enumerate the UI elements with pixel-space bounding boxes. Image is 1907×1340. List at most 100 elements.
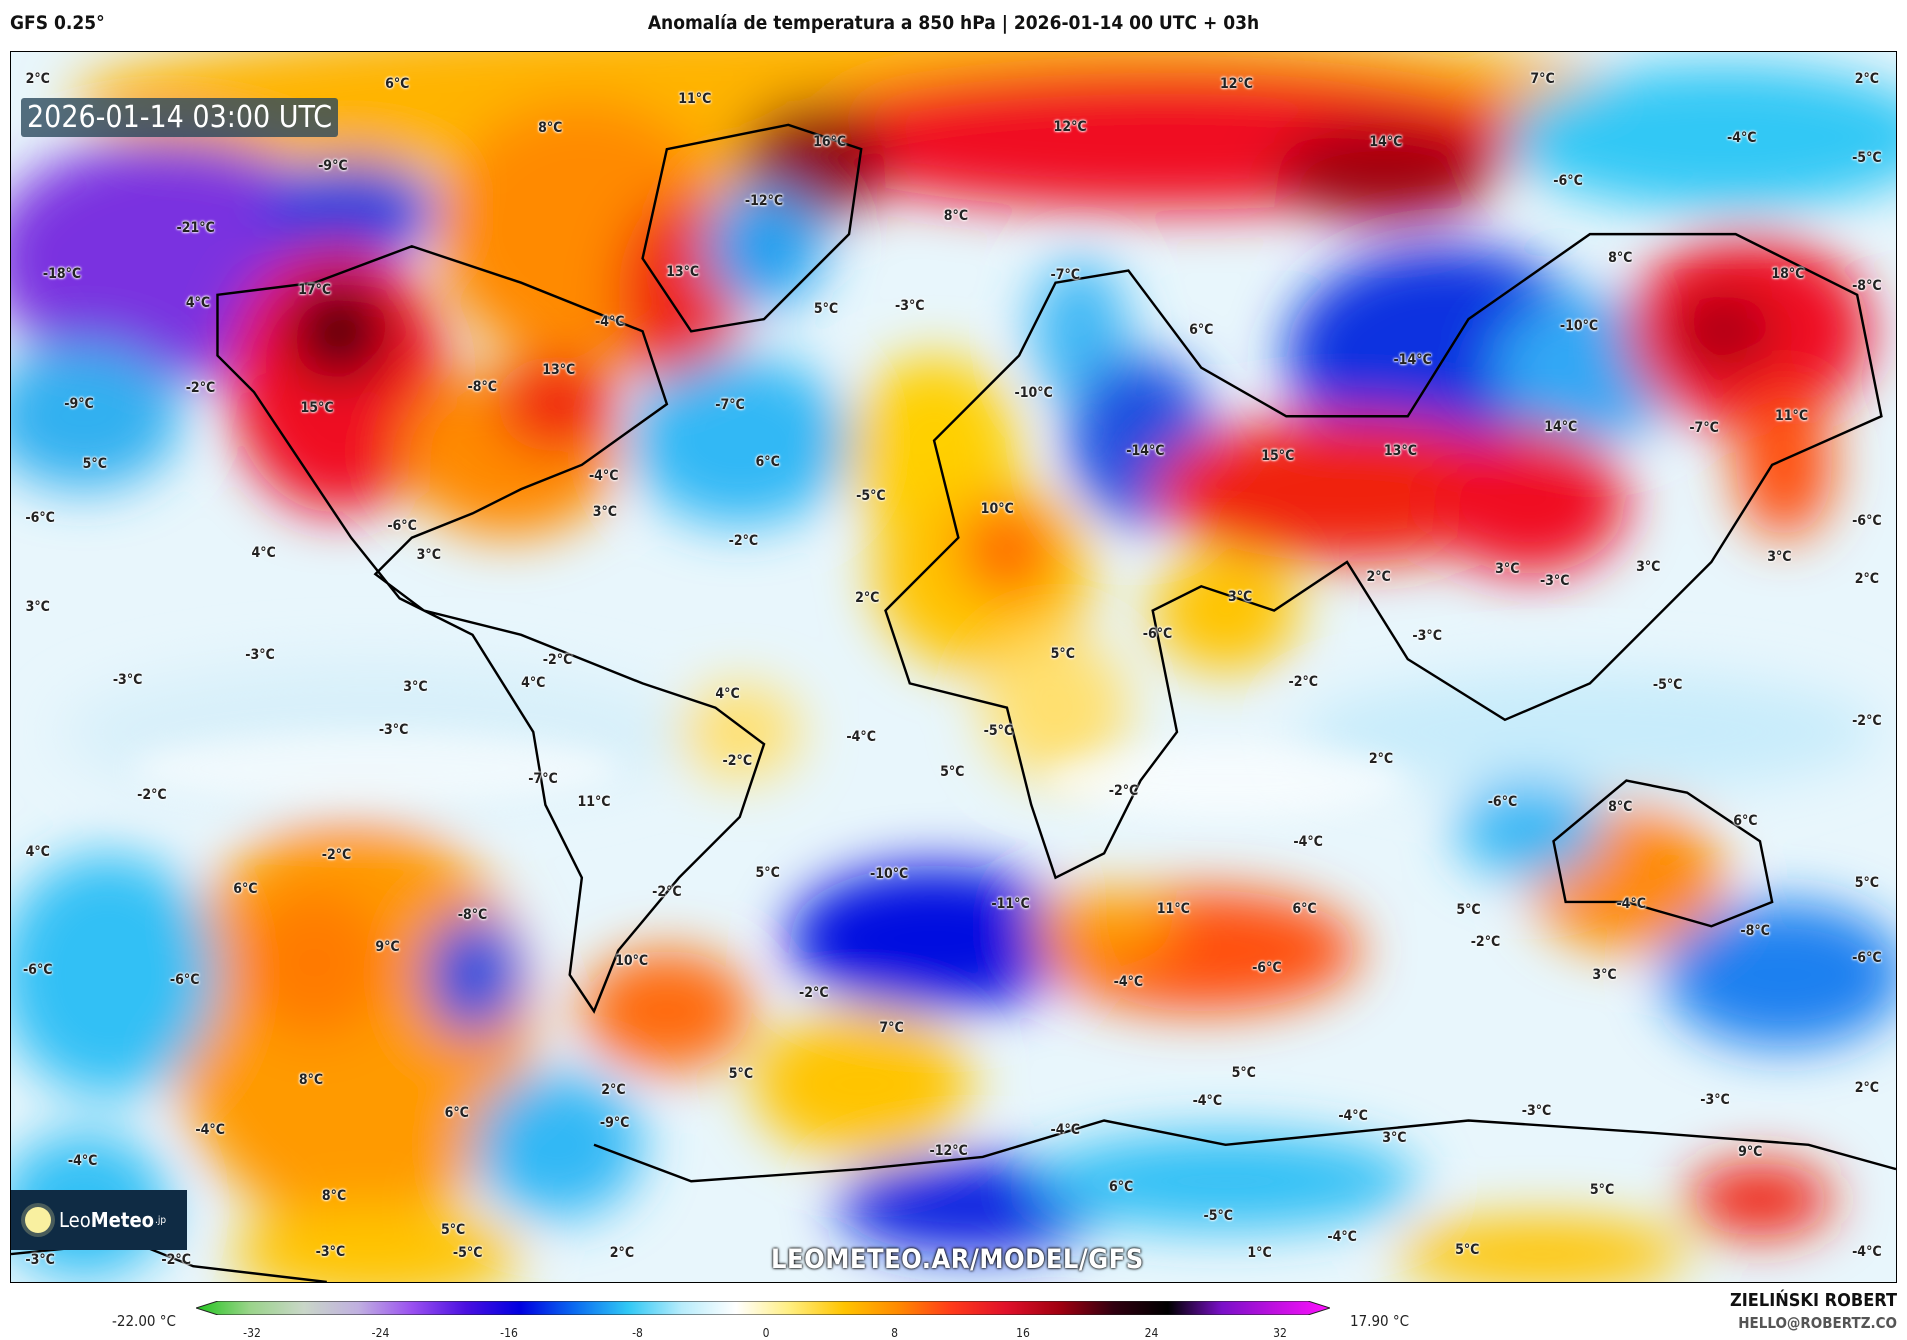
temperature-label: -14°C <box>1393 352 1432 369</box>
temperature-label: 3°C <box>25 598 50 615</box>
temperature-label: -3°C <box>245 647 275 664</box>
temperature-label: 13°C <box>666 263 700 280</box>
temperature-label: -18°C <box>42 266 82 283</box>
temperature-label: 8°C <box>538 120 563 137</box>
temperature-label: 2°C <box>609 1244 635 1261</box>
temperature-label: -4°C <box>595 313 625 330</box>
temperature-label: -4°C <box>1327 1229 1357 1246</box>
temperature-label: -5°C <box>1203 1208 1234 1225</box>
temperature-label: 2°C <box>601 1082 626 1099</box>
temperature-label: -3°C <box>25 1252 55 1269</box>
colorbar <box>196 1301 1330 1315</box>
author-email[interactable]: HELLO@ROBERTZ.CO <box>1738 1314 1897 1332</box>
temperature-label: -8°C <box>467 379 498 396</box>
temperature-label: -4°C <box>1293 834 1323 851</box>
temperature-label: -10°C <box>1559 318 1599 335</box>
temperature-label: 16°C <box>813 133 847 150</box>
temperature-label: -4°C <box>1852 1243 1882 1260</box>
temperature-label: -2°C <box>137 787 167 804</box>
anomaly-map[interactable]: 2°C 6°C 11°C 8°C 16°C 12°C 7°C 2°C 12°C 14°C -4°C -… <box>10 51 1897 1283</box>
temperature-label: 5°C <box>1050 646 1075 663</box>
temperature-label: 4°C <box>521 675 546 692</box>
logo-text-bold: Meteo <box>90 1208 155 1232</box>
temperature-label: -2°C <box>1108 783 1139 800</box>
temperature-label: 9°C <box>375 938 400 955</box>
temperature-label: -2°C <box>728 533 759 550</box>
temperature-label: -2°C <box>321 846 352 863</box>
temperature-label: 14°C <box>1544 419 1578 436</box>
leometeo-logo[interactable]: Leo Meteo .jp <box>11 1190 187 1250</box>
temperature-label: 5°C <box>1455 1242 1480 1259</box>
temperature-label: -6°C <box>387 517 417 534</box>
temperature-label: 2°C <box>1854 570 1879 587</box>
temperature-label: -8°C <box>1740 923 1770 940</box>
temperature-label: 6°C <box>385 75 410 92</box>
valid-time-stamp: 2026-01-14 03:00 UTC <box>21 98 339 137</box>
temperature-label: 11°C <box>1156 901 1190 918</box>
temperature-label: -8°C <box>1852 278 1882 295</box>
temperature-label: -6°C <box>1142 625 1173 642</box>
temperature-label: -4°C <box>1616 896 1646 913</box>
temperature-label: -21°C <box>176 220 215 237</box>
temperature-label: 7°C <box>1530 70 1555 87</box>
temperature-label: 1°C <box>1247 1244 1272 1261</box>
temperature-label: 11°C <box>577 794 611 811</box>
temperature-label: -3°C <box>1412 628 1442 645</box>
temperature-label: -6°C <box>22 961 53 978</box>
temperature-label: 8°C <box>1608 250 1633 267</box>
temperature-label: 3°C <box>1767 549 1792 566</box>
temperature-label: -7°C <box>1050 267 1080 284</box>
coastlines <box>11 123 1896 1282</box>
temperature-label: -9°C <box>64 396 94 413</box>
temperature-label: -6°C <box>1252 959 1282 976</box>
temperature-label: -4°C <box>195 1122 225 1139</box>
temperature-label: -10°C <box>1014 385 1053 402</box>
temperature-label: -12°C <box>929 1142 968 1159</box>
temperature-label: -7°C <box>1689 420 1719 437</box>
temperature-label: 3°C <box>403 679 428 696</box>
temperature-label: 3°C <box>1592 966 1617 983</box>
temperature-label: 3°C <box>416 546 441 563</box>
temperature-label: -9°C <box>318 158 348 175</box>
temperature-label: -3°C <box>378 721 409 738</box>
temperature-label: 3°C <box>1382 1129 1407 1146</box>
temperature-label: -2°C <box>542 652 573 669</box>
temperature-label: 15°C <box>300 399 334 416</box>
temperature-label: 5°C <box>1589 1181 1615 1198</box>
temperature-label: 5°C <box>728 1066 754 1083</box>
temperature-label: 4°C <box>251 545 276 562</box>
temperature-label: 6°C <box>233 880 258 897</box>
colorbar-tick-label: -8 <box>632 1326 643 1340</box>
temperature-label: -8°C <box>457 907 488 924</box>
colorbar-max-label: 17.90 °C <box>1350 1312 1410 1330</box>
temperature-label: 13°C <box>542 362 576 379</box>
temperature-label: 3°C <box>592 504 618 521</box>
temperature-label: 5°C <box>813 301 839 318</box>
temperature-label: -6°C <box>1852 949 1882 966</box>
model-name: GFS 0.25° <box>10 12 105 34</box>
colorbar-tick-label: 32 <box>1273 1326 1287 1340</box>
temperature-label: -14°C <box>1126 443 1165 460</box>
logo-suffix: .jp <box>155 1214 167 1226</box>
temperature-label: 2°C <box>1366 568 1391 585</box>
temperature-label: 8°C <box>298 1072 324 1089</box>
temperature-label: -2°C <box>799 985 829 1002</box>
temperature-label: -4°C <box>1338 1107 1368 1124</box>
temperature-label: 5°C <box>940 764 965 781</box>
temperature-label: -5°C <box>1652 676 1683 693</box>
temperature-label: -4°C <box>1113 974 1144 991</box>
temperature-label: 4°C <box>715 686 740 703</box>
temperature-label: -4°C <box>67 1152 98 1169</box>
logo-text-light: Leo <box>59 1208 91 1232</box>
temperature-label: 3°C <box>1636 558 1661 575</box>
temperature-label: -4°C <box>1192 1093 1223 1110</box>
temperature-label: 8°C <box>943 207 969 224</box>
temperature-label: 4°C <box>25 844 50 861</box>
temperature-label: -3°C <box>1700 1091 1730 1108</box>
temperature-label: 2°C <box>25 70 50 87</box>
temperature-label: 6°C <box>1189 322 1214 339</box>
temperature-label: -5°C <box>983 722 1014 739</box>
temperature-label: -10°C <box>869 866 909 883</box>
temperature-label: 14°C <box>1369 133 1403 150</box>
temperature-label: -4°C <box>588 467 619 484</box>
